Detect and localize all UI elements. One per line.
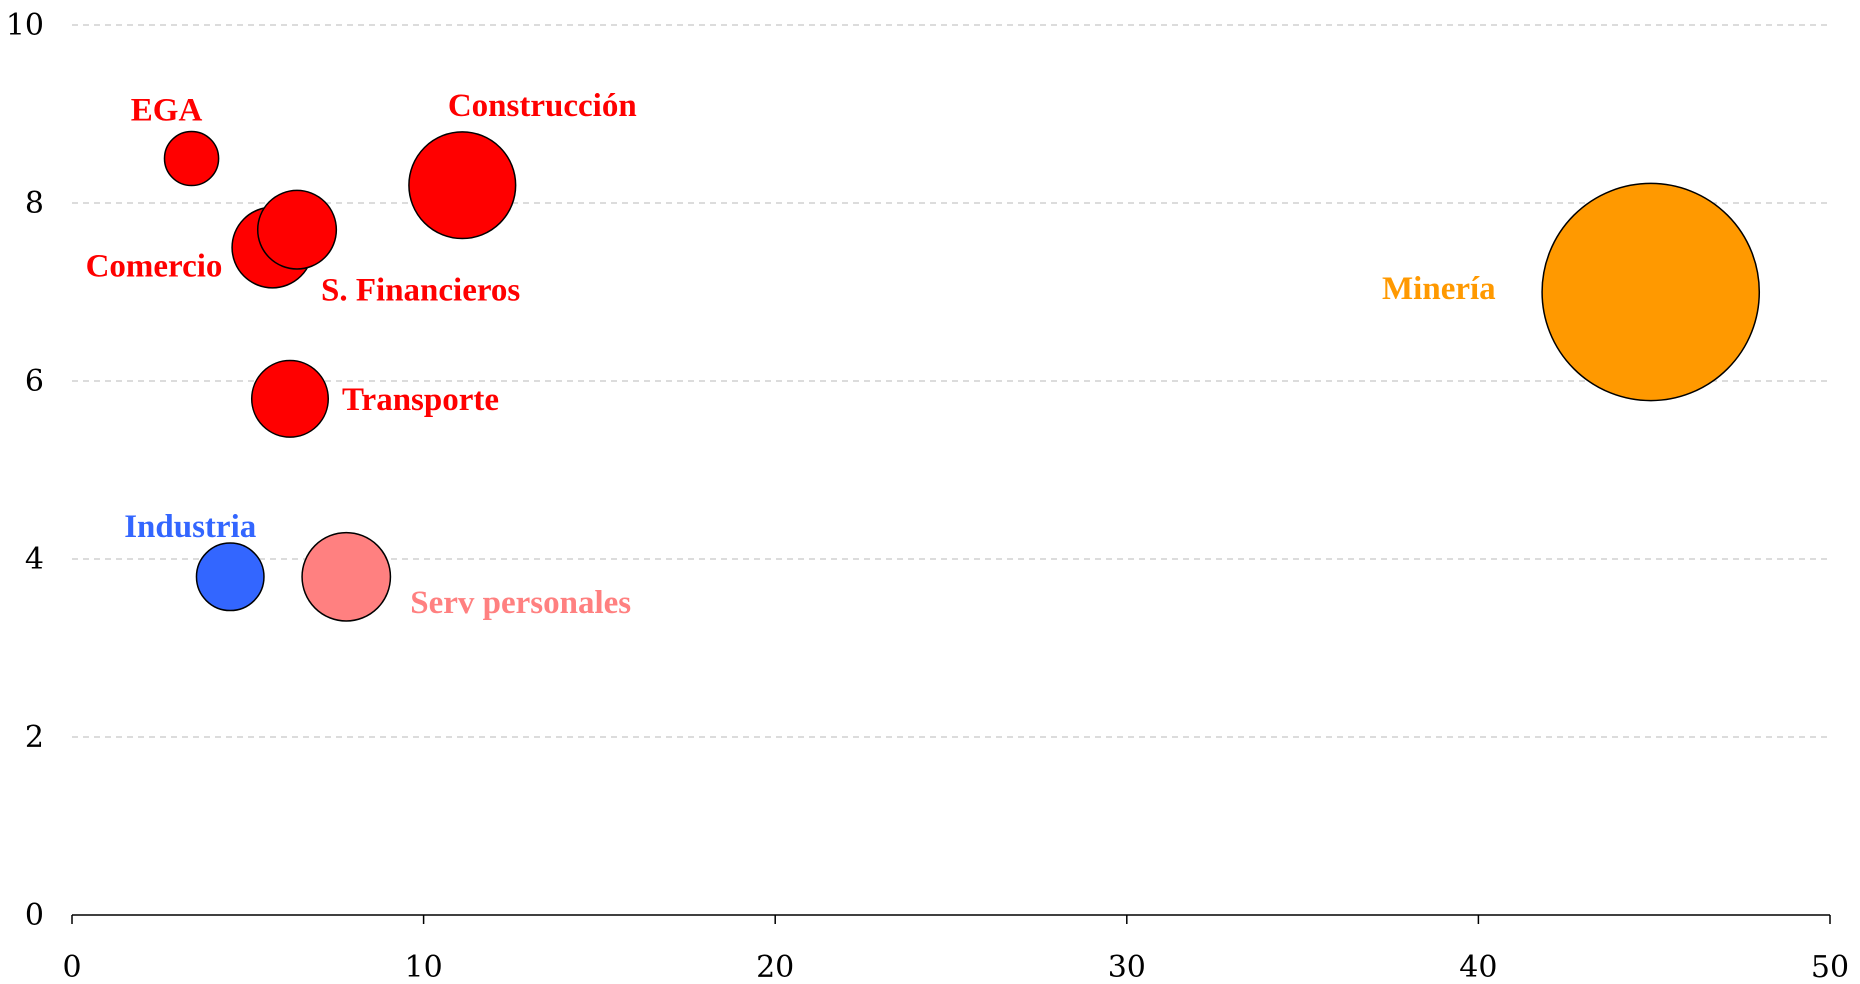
x-tick-label: 10 [405,950,443,984]
bubble-minería [1541,182,1761,402]
bubble-industria [195,542,265,612]
bubble-serv-personales [301,531,392,622]
bubble-label: EGA [131,93,203,129]
bubble-label: Minería [1382,271,1496,307]
bubble-label: Comercio [86,249,223,285]
bubble-label: Transporte [342,382,499,418]
bubble-label: Serv personales [410,585,631,621]
bubble-label: S. Financieros [321,273,520,309]
x-tick-label: 30 [1108,950,1146,984]
axes: 0 2 4 6 8 10 0 10 20 30 40 50 [6,8,1849,984]
y-tick-label: 2 [25,720,44,755]
x-tick-label: 50 [1811,950,1849,984]
bubble-construcción [408,131,517,240]
x-tick-label: 20 [756,950,794,984]
x-tick-label: 40 [1459,950,1497,984]
bubbles [163,130,1761,622]
x-tick-label: 0 [62,950,81,984]
bubble-transporte [250,359,330,438]
grid-lines [72,24,1830,738]
y-tick-label: 6 [25,364,44,399]
y-tick-label: 10 [6,8,44,43]
bubble-s-financieros [256,189,338,270]
bubble-label: Industria [124,509,256,545]
y-tick-label: 8 [25,186,44,221]
bubble-ega [163,130,220,187]
y-tick-label: 4 [25,542,44,577]
y-tick-label: 0 [25,898,44,933]
bubble-labels: EGA Construcción Comercio S. Financieros Min… [86,88,1496,621]
bubble-label: Construcción [448,88,637,124]
